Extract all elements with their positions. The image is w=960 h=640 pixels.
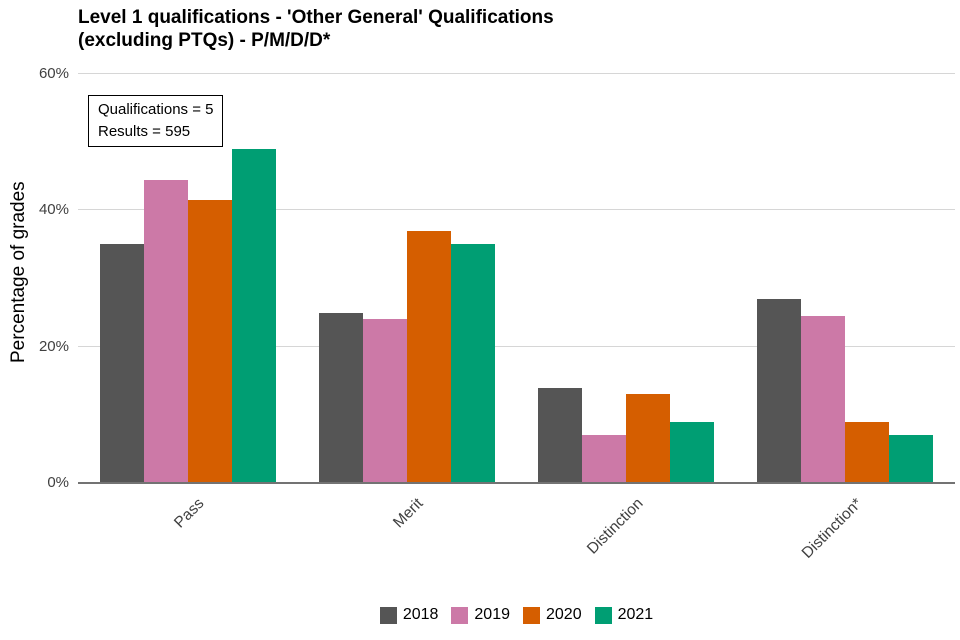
x-tick-label-Distinction*: Distinction* (798, 495, 866, 562)
legend-swatch-2020 (523, 606, 540, 624)
x-tick-label-Distinction: Distinction (583, 495, 647, 558)
x-axis-line (78, 482, 955, 484)
legend-swatch-2018 (379, 606, 397, 624)
legend-label-2020: 2020 (546, 606, 582, 623)
bar-group-Pass (78, 148, 297, 483)
bar-Distinction-2018 (538, 387, 583, 483)
bar-Distinction-2020 (626, 394, 671, 483)
y-tick-label-40%: 40% (38, 201, 69, 219)
bar-Pass-2019 (143, 179, 188, 483)
annotation-box: Qualifications = 5 Results = 595 (88, 95, 224, 147)
bar-group-Merit (297, 230, 516, 483)
bar-groups (78, 62, 955, 483)
legend-item-2019: 2019 (451, 606, 510, 624)
legend-item-2020: 2020 (523, 606, 582, 624)
bar-Distinction-2021 (670, 421, 715, 483)
bar-Distinction*-2021 (889, 435, 934, 483)
bar-Merit-2020 (406, 230, 451, 483)
legend: 2018 2019 2020 2021 (78, 606, 955, 624)
bar-Distinction*-2020 (845, 421, 890, 483)
legend-swatch-2019 (451, 606, 469, 624)
bar-Distinction*-2018 (757, 298, 802, 483)
bar-group-Distinction (517, 387, 736, 483)
annotation-line2: Results = 595 (98, 123, 191, 140)
y-tick-label-0%: 0% (47, 474, 69, 491)
bar-Merit-2021 (450, 244, 495, 483)
x-tick-label-Merit: Merit (390, 495, 427, 532)
legend-label-2018: 2018 (402, 606, 439, 623)
chart-title-line2: (excluding PTQs) - P/M/D/D* (78, 30, 331, 51)
y-axis-title: Percentage of grades (8, 181, 29, 364)
gridline-40% (78, 209, 955, 211)
gridline-60% (78, 73, 955, 74)
bar-Pass-2021 (231, 148, 276, 483)
y-tick-label-60%: 60% (38, 65, 69, 82)
bar-group-Distinction* (736, 298, 955, 483)
bar-Distinction-2019 (582, 435, 627, 483)
bar-Merit-2019 (362, 319, 407, 483)
bar-Distinction*-2019 (801, 316, 846, 483)
annotation-line1: Qualifications = 5 (98, 101, 214, 118)
legend-label-2019: 2019 (474, 606, 510, 623)
legend-item-2018: 2018 (379, 606, 439, 624)
chart-title: Level 1 qualifications - 'Other General'… (78, 6, 554, 52)
legend-label-2021: 2021 (617, 606, 654, 623)
bar-Merit-2018 (318, 312, 363, 483)
x-tick-label-Pass: Pass (171, 495, 208, 532)
y-tick-label-20%: 20% (38, 337, 69, 355)
gridline-20% (78, 345, 955, 347)
bar-Pass-2018 (99, 244, 144, 483)
plot-area: 0% 20% 40% 60% Pass Merit Distinction Distincti… (39, 62, 955, 562)
chart-title-line1: Level 1 qualifications - 'Other General'… (78, 7, 554, 28)
bar-Pass-2020 (187, 200, 232, 483)
legend-item-2021: 2021 (594, 606, 654, 624)
legend-swatch-2021 (594, 606, 612, 624)
